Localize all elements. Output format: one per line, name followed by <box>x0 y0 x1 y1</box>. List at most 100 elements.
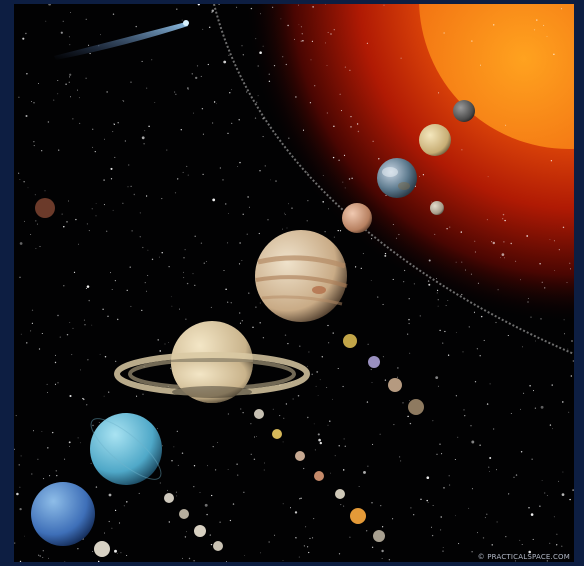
star <box>231 122 233 125</box>
star <box>108 391 110 393</box>
moon <box>430 201 444 215</box>
star <box>539 505 541 507</box>
star <box>553 516 555 518</box>
star <box>448 475 450 477</box>
star <box>473 311 475 313</box>
star <box>129 266 131 268</box>
star <box>319 379 321 381</box>
star <box>15 415 17 417</box>
star <box>225 288 227 291</box>
star <box>202 28 204 30</box>
star <box>230 302 232 304</box>
star <box>570 375 572 377</box>
star <box>184 249 186 251</box>
star <box>39 246 41 247</box>
star <box>89 53 91 55</box>
star <box>426 499 428 502</box>
star <box>257 95 259 97</box>
star <box>413 514 415 516</box>
star <box>181 19 183 21</box>
star <box>256 436 257 437</box>
star <box>85 18 87 20</box>
star <box>503 257 505 259</box>
star <box>26 73 28 75</box>
star <box>311 373 313 376</box>
star <box>250 453 252 455</box>
solar-system-scene: © PRACTICALSPACE.COM <box>14 4 574 562</box>
star <box>47 121 50 123</box>
star <box>377 296 379 298</box>
star <box>60 31 63 34</box>
star <box>489 383 491 385</box>
star <box>556 533 558 535</box>
dwarf-planet-left <box>35 198 55 218</box>
star <box>470 273 472 275</box>
star <box>419 315 421 317</box>
star <box>476 348 478 350</box>
star <box>445 304 447 306</box>
star <box>566 281 568 284</box>
star <box>534 407 537 409</box>
star <box>92 424 94 427</box>
star <box>549 238 551 240</box>
star <box>262 337 265 339</box>
star <box>514 560 517 562</box>
star <box>300 40 302 42</box>
star <box>227 242 229 244</box>
star <box>321 356 323 358</box>
star <box>300 26 302 28</box>
star <box>540 405 544 409</box>
star <box>63 225 65 228</box>
star <box>45 20 47 22</box>
star <box>63 284 65 287</box>
star <box>30 233 32 236</box>
star <box>392 278 394 280</box>
star <box>360 267 362 269</box>
star <box>298 4 299 6</box>
comet <box>54 20 189 60</box>
star <box>350 116 352 118</box>
star <box>127 186 129 188</box>
star <box>213 101 216 103</box>
star <box>540 318 542 320</box>
star <box>288 137 290 140</box>
star <box>367 343 369 345</box>
star <box>187 87 189 89</box>
star <box>440 516 442 518</box>
star <box>236 463 238 465</box>
star <box>88 44 90 46</box>
star <box>322 201 324 203</box>
star <box>253 458 256 461</box>
star <box>342 385 344 388</box>
star <box>298 24 300 26</box>
star <box>186 165 188 167</box>
star <box>539 263 541 265</box>
star <box>400 460 402 462</box>
star <box>217 442 219 443</box>
star <box>243 491 245 493</box>
star <box>18 464 20 466</box>
star <box>340 504 342 506</box>
star <box>173 446 175 448</box>
star <box>80 442 81 444</box>
star <box>427 502 429 503</box>
star <box>395 237 397 239</box>
star <box>90 462 92 464</box>
star <box>332 156 335 159</box>
star <box>473 312 475 314</box>
star <box>275 180 277 182</box>
star <box>187 174 189 176</box>
star <box>256 101 258 103</box>
star <box>427 280 430 282</box>
star <box>297 395 300 397</box>
star <box>520 279 521 281</box>
star <box>337 229 339 232</box>
star <box>103 204 105 206</box>
star <box>519 539 521 541</box>
star <box>553 240 555 242</box>
star <box>229 519 232 522</box>
star <box>64 561 66 562</box>
star <box>27 187 29 189</box>
star <box>267 219 269 221</box>
